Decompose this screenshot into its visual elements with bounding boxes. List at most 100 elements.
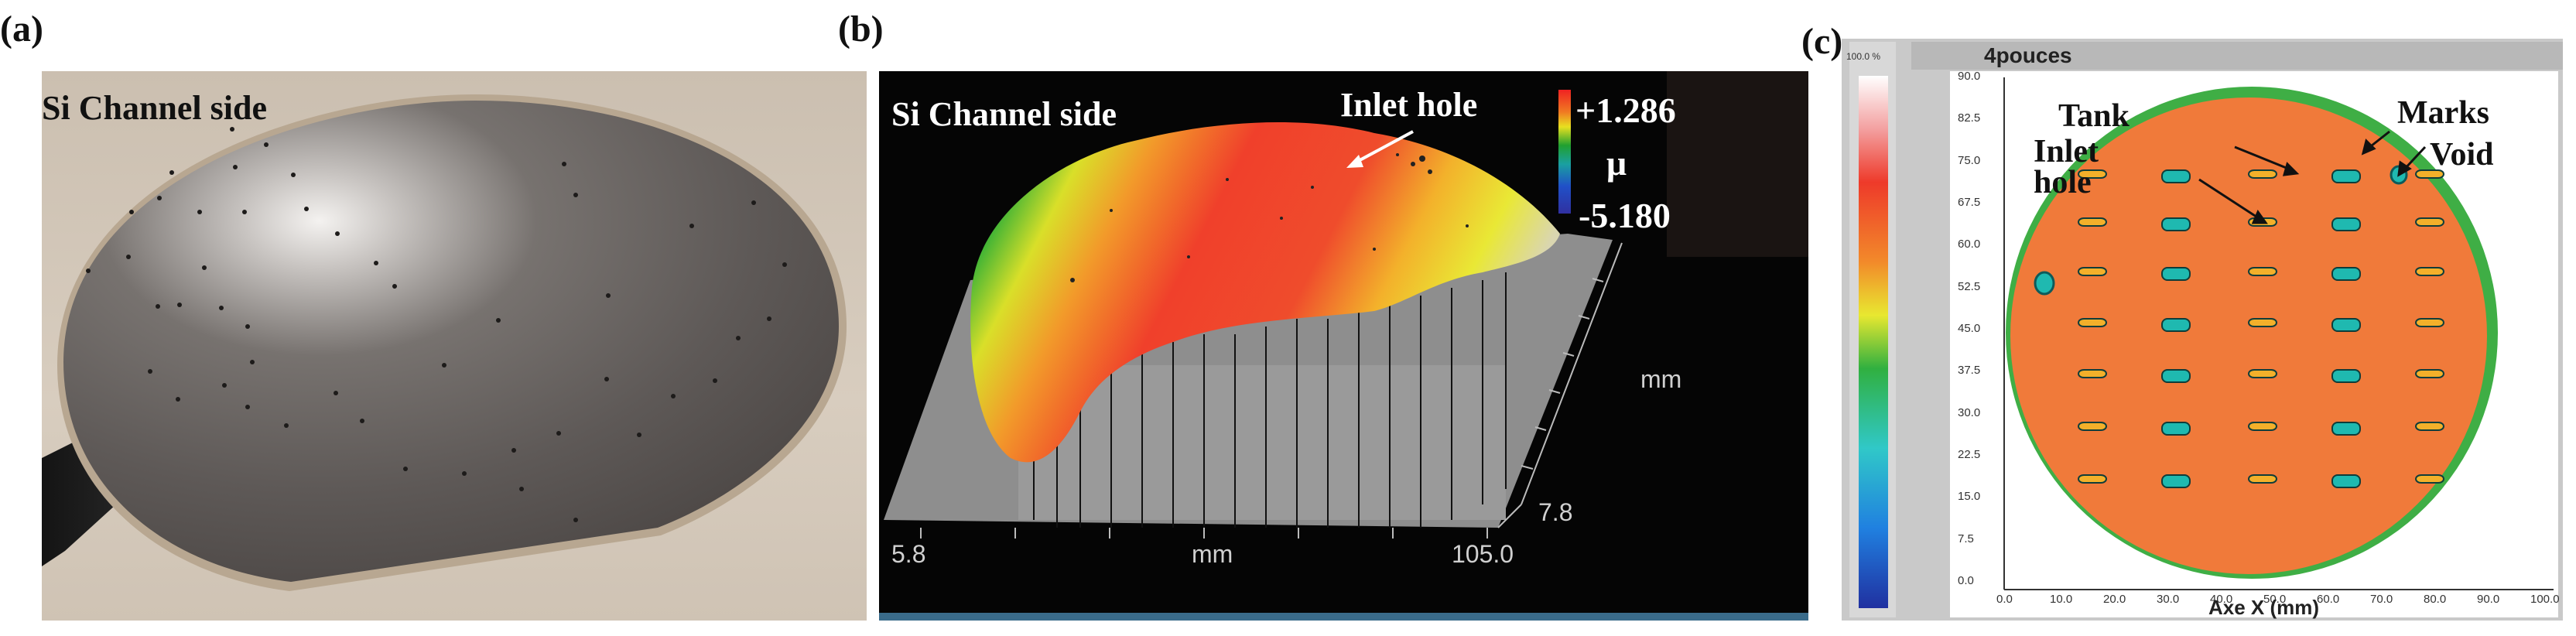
topography-3d-plot: Si Channel side Inlet hole +1.286 μ -5.1… (879, 71, 1808, 621)
bottom-frame (879, 613, 1808, 621)
x-tick-label: 70.0 (2370, 593, 2393, 606)
tank-grid (2078, 169, 2444, 488)
tank (2331, 474, 2361, 488)
wafer-surface (63, 101, 839, 582)
tank (2248, 267, 2277, 276)
tank (2248, 169, 2277, 179)
tank (2248, 474, 2277, 484)
tank (2161, 217, 2191, 231)
axis-ticks (920, 242, 1623, 539)
y-tick-label: 30.0 (1958, 405, 1981, 419)
tank (2331, 318, 2361, 332)
inlet-hole-arrowhead (1346, 155, 1363, 168)
x-tick-label: 30.0 (2157, 593, 2180, 606)
inlet-hole-label: Inlet hole (1340, 86, 1478, 124)
y-tick-label: 52.5 (1958, 279, 1981, 293)
wafer-photo-illustration (42, 94, 847, 591)
acoustic-scan-map (1842, 39, 2563, 621)
x-tick-label: 50.0 (2263, 593, 2287, 606)
wafer-photo-caption: Si Channel side (42, 89, 267, 127)
tank (2248, 369, 2277, 378)
wafer-photo: Si Channel side (42, 71, 867, 621)
scan-axes (2003, 77, 2554, 590)
y-tick-label: 75.0 (1958, 153, 1981, 167)
tank (2161, 474, 2191, 488)
x-tick-label: 10.0 (2050, 593, 2073, 606)
wafer-map (2010, 97, 2487, 574)
scale-max-label: +1.286 (1575, 91, 1676, 130)
tank (2415, 169, 2444, 179)
tank (2078, 369, 2107, 378)
tank (2078, 217, 2107, 227)
tank (2161, 369, 2191, 383)
x-tick-label: 100.0 (2530, 593, 2560, 606)
tank (2078, 169, 2107, 179)
tank (2415, 369, 2444, 378)
panel-b-label: (b) (838, 9, 884, 50)
acoustic-scan-panel: 100.0 % 4pouces Tank Marks Inlet hole Vo… (1842, 39, 2563, 621)
marks-label: Marks (2397, 95, 2489, 131)
tank-label: Tank (2058, 98, 2130, 134)
inlet-hole-label-c: Inlet hole (2034, 134, 2099, 200)
tank (2248, 318, 2277, 327)
y-tick-label: 90.0 (1958, 70, 1981, 83)
x-tick-label: 90.0 (2477, 593, 2500, 606)
tank (2161, 318, 2191, 332)
tank (2415, 318, 2444, 327)
x-tick-label: 0.0 (1996, 593, 2013, 606)
x-axis-end: 105.0 (1452, 540, 1514, 568)
y-tick-label: 15.0 (1958, 490, 1981, 504)
void-label: Void (2430, 137, 2494, 173)
annotation-arrows (2198, 130, 2427, 224)
colorbar (1558, 90, 1571, 214)
tank (2415, 267, 2444, 276)
panel-a-label: (a) (0, 9, 43, 50)
x-axis-unit: mm (1192, 540, 1233, 568)
side-wall (1018, 272, 1507, 528)
colorbar-panel (1667, 71, 1808, 257)
x-tick-label: 80.0 (2424, 593, 2447, 606)
title-bar (1911, 42, 2563, 70)
y-tick-label: 22.5 (1958, 448, 1981, 461)
y-tick-label: 0.0 (1958, 574, 1974, 587)
topography-3d-render (879, 71, 1808, 621)
tank (2248, 422, 2277, 431)
x-axis-start: 5.8 (891, 540, 926, 568)
scale-min-label: -5.180 (1579, 196, 1671, 235)
tank (2078, 474, 2107, 484)
panel-c-label: (c) (1801, 21, 1843, 62)
wafer-holes (86, 127, 787, 522)
tank (2078, 422, 2107, 431)
tank (2078, 318, 2107, 327)
y-axis-unit: mm (1640, 365, 1682, 393)
x-tick-label: 40.0 (2210, 593, 2233, 606)
tank (2161, 422, 2191, 436)
tank (2331, 267, 2361, 281)
topo-caption: Si Channel side (891, 95, 1117, 133)
y-tick-label: 45.0 (1958, 322, 1981, 335)
y-tick-label: 7.5 (1958, 532, 1974, 545)
y-axis-tick: 7.8 (1538, 498, 1573, 526)
scale-unit-label: μ (1606, 143, 1627, 183)
tank (2331, 169, 2361, 183)
x-tick-label: 60.0 (2317, 593, 2340, 606)
tank (2415, 217, 2444, 227)
y-tick-label: 67.5 (1958, 196, 1981, 209)
surface-speckles (1070, 153, 1469, 282)
colorbar-max-label: 100.0 % (1846, 51, 1881, 62)
topography-surface (970, 122, 1560, 463)
x-axis-label: Axe X (mm) (2208, 596, 2320, 619)
tank (2161, 169, 2191, 183)
void-spot-left (2034, 271, 2055, 296)
y-tick-label: 60.0 (1958, 238, 1981, 251)
tank (2161, 267, 2191, 281)
tank (2331, 217, 2361, 231)
tank (2078, 267, 2107, 276)
y-tick-label: 82.5 (1958, 111, 1981, 125)
x-tick-label: 20.0 (2103, 593, 2126, 606)
y-tick-label: 37.5 (1958, 364, 1981, 378)
scan-colorbar (1859, 76, 1888, 608)
tank (2331, 369, 2361, 383)
inlet-hole-arrow (1352, 130, 1414, 166)
tank (2415, 474, 2444, 484)
